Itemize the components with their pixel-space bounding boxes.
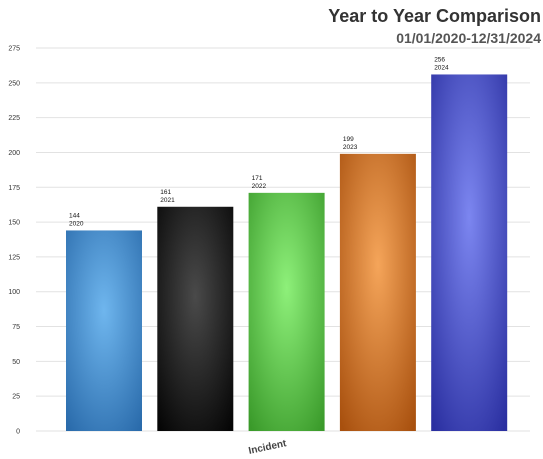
data-label-value: 171 xyxy=(252,175,263,182)
y-tick-label: 150 xyxy=(8,220,20,227)
y-tick-label: 75 xyxy=(12,324,20,331)
chart-title: Year to Year Comparison xyxy=(328,6,541,26)
x-axis-label: Incident xyxy=(248,438,288,457)
y-tick-label: 125 xyxy=(8,254,20,261)
y-tick-label: 275 xyxy=(8,46,20,53)
data-label-category: 2024 xyxy=(434,64,449,71)
data-label-value: 199 xyxy=(343,136,354,143)
data-label-category: 2021 xyxy=(160,197,175,204)
bar-2022[interactable] xyxy=(248,192,325,431)
chart-subtitle: 01/01/2020-12/31/2024 xyxy=(396,30,541,46)
y-tick-label: 0 xyxy=(16,429,20,436)
y-tick-label: 25 xyxy=(12,394,20,401)
y-tick-label: 250 xyxy=(8,80,20,87)
y-tick-label: 50 xyxy=(12,359,20,366)
bar-2023[interactable] xyxy=(339,153,416,431)
bar-2021[interactable] xyxy=(157,206,234,431)
y-tick-label: 225 xyxy=(8,115,20,122)
y-tick-label: 200 xyxy=(8,150,20,157)
y-axis-ticks: 0 25 50 75 100 125 150 175 200 225 250 275 xyxy=(8,46,20,436)
bars xyxy=(66,74,508,431)
y-tick-label: 175 xyxy=(8,185,20,192)
data-label-value: 144 xyxy=(69,212,80,219)
data-label-category: 2020 xyxy=(69,220,84,227)
y-tick-label: 100 xyxy=(8,289,20,296)
data-label-category: 2023 xyxy=(343,144,358,151)
bar-2020[interactable] xyxy=(66,230,142,431)
data-label-value: 161 xyxy=(160,189,171,196)
bar-2024[interactable] xyxy=(431,74,508,431)
data-label-category: 2022 xyxy=(252,183,267,190)
data-label-value: 256 xyxy=(434,56,445,63)
